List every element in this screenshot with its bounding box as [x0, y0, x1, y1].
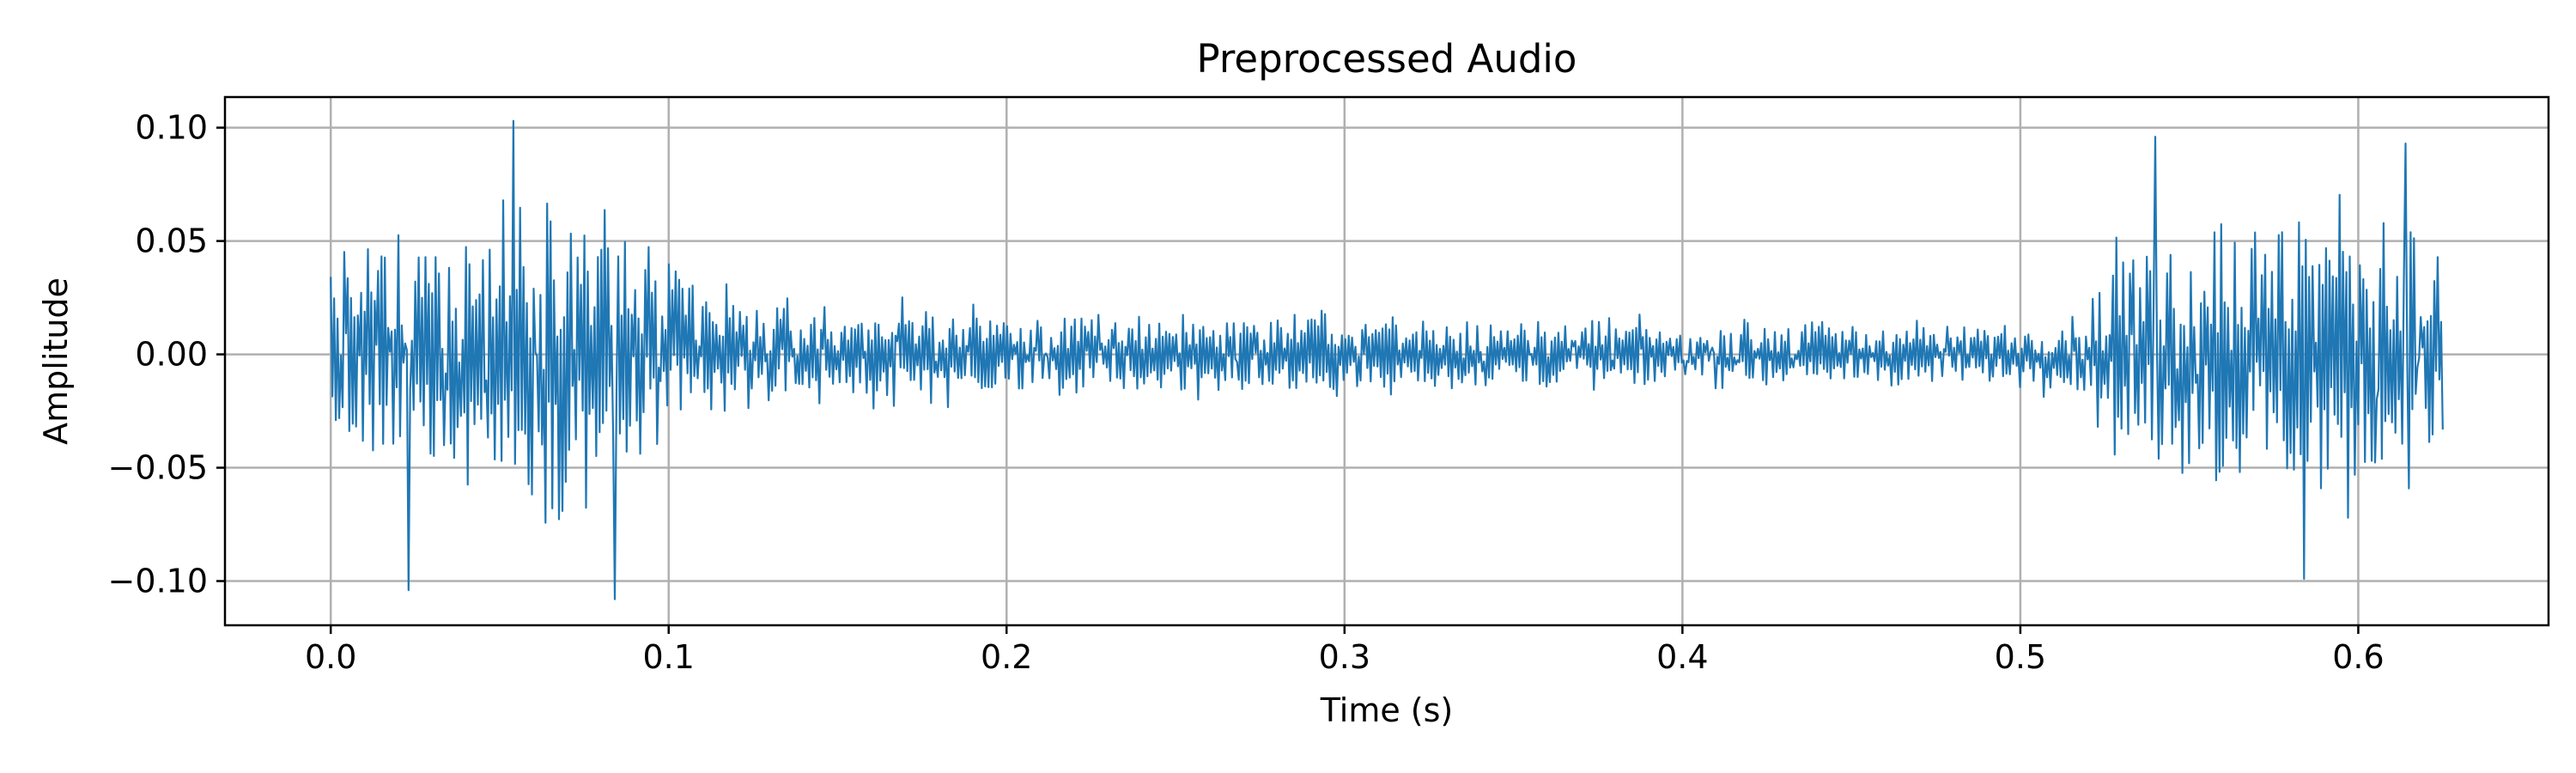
x-tick-label: 0.4 — [1656, 638, 1708, 676]
y-tick-label: 0.05 — [135, 222, 208, 260]
x-tick-label: 0.0 — [305, 638, 356, 676]
plot-frame — [223, 95, 2550, 627]
x-tick-label: 0.3 — [1319, 638, 1370, 676]
y-axis-label: Amplitude — [37, 277, 75, 445]
y-tick-label: 0.00 — [135, 336, 208, 374]
y-tick-label: −0.05 — [108, 449, 208, 487]
x-tick-label: 0.5 — [1995, 638, 2046, 676]
waveform-series-line — [330, 119, 2444, 600]
series-layer — [330, 119, 2444, 600]
chart-title: Preprocessed Audio — [1197, 36, 1577, 82]
x-axis-label: Time (s) — [1320, 691, 1454, 729]
x-tick-label: 0.2 — [981, 638, 1032, 676]
y-axis-ticks: −0.10 −0.05 0.00 0.05 0.10 — [108, 109, 225, 600]
y-tick-label: 0.10 — [135, 109, 208, 147]
x-tick-label: 0.1 — [643, 638, 695, 676]
x-tick-label: 0.6 — [2332, 638, 2384, 676]
x-axis-ticks: 0.0 0.1 0.2 0.3 0.4 0.5 0.6 — [305, 625, 2385, 676]
y-tick-label: −0.10 — [108, 563, 208, 600]
